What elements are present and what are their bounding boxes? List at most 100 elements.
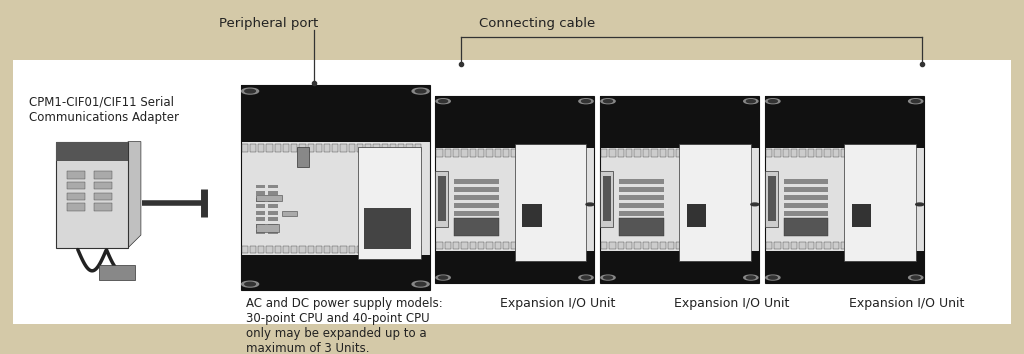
Bar bbox=[256, 211, 265, 215]
Bar bbox=[791, 149, 798, 156]
Bar bbox=[833, 242, 839, 250]
Bar bbox=[908, 149, 914, 156]
Circle shape bbox=[908, 275, 923, 280]
Bar bbox=[766, 149, 772, 156]
Bar bbox=[266, 144, 272, 152]
Circle shape bbox=[436, 99, 451, 104]
Circle shape bbox=[908, 99, 923, 104]
Bar bbox=[470, 242, 476, 250]
Circle shape bbox=[245, 89, 255, 93]
Bar bbox=[415, 246, 421, 253]
Text: CPM1-CIF01/CIF11 Serial
Communications Adapter: CPM1-CIF01/CIF11 Serial Communications A… bbox=[29, 96, 178, 124]
Bar bbox=[537, 242, 543, 250]
Bar bbox=[332, 144, 339, 152]
Bar bbox=[908, 242, 914, 250]
Bar bbox=[297, 147, 309, 167]
Bar bbox=[514, 144, 586, 261]
Bar bbox=[242, 144, 248, 152]
Circle shape bbox=[768, 276, 777, 279]
Bar bbox=[436, 149, 442, 156]
Bar bbox=[600, 251, 759, 283]
Bar bbox=[241, 85, 430, 290]
Bar bbox=[841, 149, 848, 156]
Bar bbox=[570, 242, 577, 250]
Bar bbox=[784, 219, 828, 224]
Bar bbox=[782, 149, 788, 156]
Bar bbox=[455, 203, 499, 208]
Bar bbox=[693, 149, 699, 156]
Bar bbox=[617, 149, 624, 156]
Bar bbox=[844, 144, 915, 261]
Bar bbox=[435, 96, 594, 148]
Bar bbox=[99, 265, 135, 280]
Bar bbox=[668, 149, 674, 156]
Bar bbox=[635, 242, 641, 250]
Bar bbox=[461, 242, 468, 250]
Bar bbox=[685, 242, 691, 250]
Bar bbox=[561, 242, 568, 250]
Bar bbox=[315, 144, 322, 152]
Bar bbox=[374, 144, 380, 152]
Bar bbox=[685, 149, 691, 156]
Bar bbox=[435, 171, 447, 227]
Bar bbox=[268, 217, 278, 221]
Bar bbox=[307, 246, 313, 253]
Bar bbox=[94, 203, 113, 211]
Bar bbox=[256, 224, 265, 228]
Bar bbox=[382, 144, 388, 152]
Circle shape bbox=[582, 276, 591, 279]
Bar bbox=[435, 96, 594, 283]
Bar bbox=[398, 144, 404, 152]
Bar bbox=[495, 242, 501, 250]
Bar bbox=[883, 149, 889, 156]
Bar bbox=[784, 187, 828, 192]
Text: Connecting cable: Connecting cable bbox=[479, 17, 596, 30]
Circle shape bbox=[766, 275, 780, 280]
Bar bbox=[643, 242, 649, 250]
Bar bbox=[765, 96, 924, 283]
Bar bbox=[687, 204, 707, 227]
Bar bbox=[659, 149, 666, 156]
Circle shape bbox=[751, 203, 759, 206]
Bar bbox=[266, 246, 272, 253]
Bar bbox=[668, 242, 674, 250]
Bar bbox=[791, 242, 798, 250]
Bar bbox=[56, 142, 128, 161]
Polygon shape bbox=[128, 142, 141, 248]
Bar bbox=[874, 149, 881, 156]
Circle shape bbox=[911, 100, 921, 103]
Bar bbox=[808, 149, 814, 156]
Circle shape bbox=[245, 282, 255, 286]
Bar bbox=[858, 242, 864, 250]
Text: Peripheral port: Peripheral port bbox=[219, 17, 317, 30]
Bar bbox=[676, 149, 683, 156]
Bar bbox=[743, 242, 750, 250]
Bar bbox=[659, 242, 666, 250]
Bar bbox=[620, 219, 664, 224]
Bar bbox=[444, 242, 451, 250]
Bar bbox=[94, 193, 113, 200]
Circle shape bbox=[603, 276, 612, 279]
Bar bbox=[603, 176, 611, 221]
Bar bbox=[256, 224, 279, 232]
Circle shape bbox=[438, 276, 447, 279]
Bar bbox=[382, 246, 388, 253]
Bar bbox=[453, 242, 459, 250]
Bar bbox=[883, 242, 889, 250]
Bar bbox=[735, 242, 741, 250]
Bar bbox=[68, 203, 85, 211]
Bar bbox=[250, 246, 256, 253]
Bar bbox=[250, 144, 256, 152]
Circle shape bbox=[586, 203, 594, 206]
Bar bbox=[283, 211, 297, 216]
Bar bbox=[620, 203, 664, 208]
Bar bbox=[444, 149, 451, 156]
Bar bbox=[407, 144, 413, 152]
Bar bbox=[324, 144, 331, 152]
Bar bbox=[900, 242, 906, 250]
Bar bbox=[268, 204, 278, 208]
Bar bbox=[701, 242, 708, 250]
Bar bbox=[774, 149, 780, 156]
Bar bbox=[455, 218, 499, 235]
Circle shape bbox=[242, 88, 259, 94]
